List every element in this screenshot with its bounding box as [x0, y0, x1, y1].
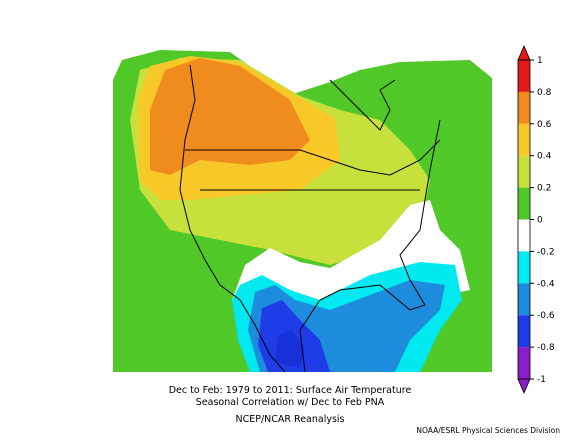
- colorbar-tick-label: -0.2: [537, 247, 555, 257]
- region-orange: [150, 58, 310, 175]
- colorbar-tick-label: 0.8: [537, 88, 552, 98]
- colorbar: 1 0.8 0.6 0.4 0.2 0 -0.2 -0.4 -0.6 -0.8 -1: [517, 44, 555, 395]
- us-border: [185, 139, 441, 176]
- colorbar-band: [518, 60, 530, 92]
- colorbar-band: [518, 219, 530, 252]
- credit: NOAA/ESRL Physical Sciences Division: [416, 426, 560, 435]
- colorbar-top-arrow: [517, 44, 531, 61]
- colorbar-band: [518, 347, 530, 379]
- colorbar-band: [518, 187, 530, 220]
- colorbar-tick-label: 0.4: [537, 152, 552, 162]
- colorbar-band: [518, 91, 530, 124]
- colorbar-band: [518, 123, 530, 156]
- coastlines: [179, 64, 441, 373]
- colorbar-tick-label: 0.2: [537, 184, 551, 194]
- east-coast: [299, 119, 441, 373]
- colorbar-tick-label: -1: [537, 375, 546, 385]
- colorbar-band: [518, 155, 530, 188]
- hudson-bay: [329, 79, 396, 131]
- colorbar-tick-label: 0.6: [537, 120, 552, 130]
- colorbar-tick-label: -0.4: [537, 279, 555, 289]
- map: [113, 50, 492, 373]
- colorbar-bottom-arrow: [517, 378, 531, 395]
- colorbar-tick-label: -0.6: [537, 311, 555, 321]
- colorbar-tick-label: 1: [537, 56, 543, 66]
- colorbar-band: [518, 315, 530, 348]
- west-coast: [179, 64, 286, 373]
- caption-line: Seasonal Correlation w/ Dec to Feb PNA: [196, 397, 385, 408]
- caption-line: NCEP/NCAR Reanalysis: [235, 414, 344, 425]
- colorbar-tick-label: -0.8: [537, 343, 555, 353]
- region-deepblue: [275, 330, 305, 368]
- colorbar-band: [518, 283, 530, 316]
- caption-line: Dec to Feb: 1979 to 2011: Surface Air Te…: [169, 385, 412, 396]
- colorbar-tick-label: 0: [537, 216, 543, 226]
- colorbar-band: [518, 251, 530, 284]
